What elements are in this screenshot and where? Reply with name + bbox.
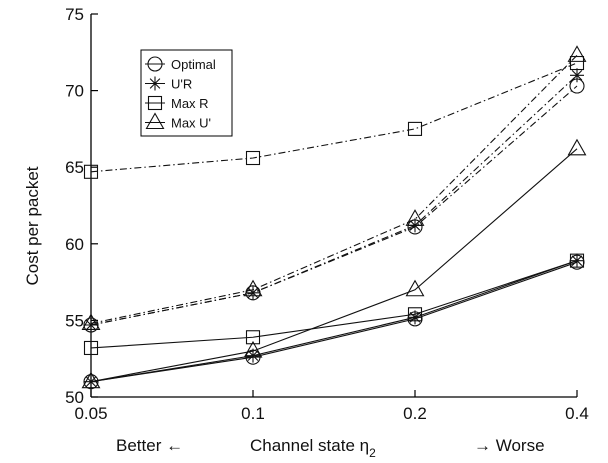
- data-point: [84, 317, 98, 332]
- data-point: [246, 348, 260, 363]
- triangle-marker: [243, 279, 263, 297]
- y-axis-label: Cost per packet: [23, 166, 42, 285]
- legend-entry: Optimal: [145, 56, 216, 72]
- square-marker: [83, 164, 99, 179]
- x-axis-label-main: Channel state η: [250, 436, 369, 455]
- x-tick-label: 0.4: [565, 404, 589, 423]
- data-point: [83, 340, 99, 356]
- triangle-marker: [405, 209, 425, 226]
- y-tick-label: 55: [65, 311, 84, 330]
- y-tick-label: 75: [65, 5, 84, 24]
- data-point: [405, 279, 425, 297]
- square-marker: [569, 55, 585, 71]
- circle-marker: [147, 56, 163, 72]
- y-tick-label: 70: [65, 82, 84, 101]
- data-point: [569, 55, 585, 71]
- triangle-marker: [243, 340, 263, 358]
- asterisk-marker: [408, 310, 422, 325]
- x-axis-hint-left: Better ←: [116, 436, 183, 455]
- legend-label: U'R: [171, 77, 192, 92]
- legend-label: Max R: [171, 96, 209, 111]
- series-line: [90, 260, 578, 383]
- square-marker: [407, 121, 423, 136]
- square-marker: [83, 340, 99, 356]
- square-marker: [569, 253, 585, 268]
- triangle-marker: [405, 279, 425, 297]
- series-6: [83, 55, 585, 179]
- x-axis-hint-right: → Worse: [474, 436, 545, 455]
- x-axis-label: Channel state η2: [250, 436, 376, 460]
- y-tick-label: 50: [65, 388, 84, 407]
- data-point: [243, 340, 263, 358]
- data-point: [81, 371, 101, 389]
- asterisk-marker: [570, 68, 584, 83]
- square-marker: [245, 150, 261, 166]
- data-point: [407, 121, 423, 136]
- chart-legend: Optimal U'R Max R Max U': [140, 49, 233, 137]
- triangle-marker: [567, 45, 587, 62]
- x-axis-label-subscript: 2: [369, 446, 376, 460]
- data-point: [570, 68, 584, 83]
- data-point: [407, 307, 423, 322]
- data-point: [243, 279, 263, 297]
- legend-label: Optimal: [171, 57, 216, 72]
- chart-series: [81, 45, 587, 390]
- square-marker: [407, 307, 423, 322]
- asterisk-marker: [148, 76, 162, 91]
- series-line: [90, 148, 578, 383]
- data-point: [405, 209, 425, 226]
- series-7: [81, 45, 587, 331]
- x-tick-label: 0.1: [241, 404, 265, 423]
- legend-marker: [147, 95, 163, 111]
- asterisk-marker: [246, 348, 260, 363]
- series-2: [83, 253, 585, 356]
- series-3: [81, 138, 587, 389]
- triangle-marker: [81, 371, 101, 389]
- square-marker: [147, 95, 163, 111]
- series-line: [90, 74, 578, 326]
- y-tick-label: 65: [65, 158, 84, 177]
- legend-entry: Max R: [145, 95, 209, 111]
- data-point: [245, 150, 261, 166]
- data-point: [569, 253, 585, 268]
- triangle-marker: [145, 112, 165, 130]
- legend-entry: Max U': [145, 112, 211, 131]
- legend-marker: [147, 56, 163, 72]
- x-tick-label: 0.05: [74, 404, 107, 423]
- asterisk-marker: [84, 317, 98, 332]
- x-tick-label: 0.2: [403, 404, 427, 423]
- data-point: [567, 45, 587, 62]
- data-point: [567, 138, 587, 156]
- y-tick-label: 60: [65, 235, 84, 254]
- legend-marker: [148, 76, 162, 91]
- series-5: [84, 68, 584, 332]
- series-line: [90, 54, 578, 325]
- legend-entry: U'R: [145, 76, 192, 92]
- series-line: [90, 260, 578, 349]
- data-point: [246, 285, 260, 300]
- data-point: [408, 310, 422, 325]
- chart-axes: 50 55 60 65 70 75 0.05 0.1 0.2 0.4: [65, 5, 589, 423]
- data-point: [81, 313, 101, 331]
- triangle-marker: [567, 138, 587, 156]
- legend-marker: [145, 112, 165, 130]
- data-point: [83, 164, 99, 179]
- triangle-marker: [81, 313, 101, 331]
- square-marker: [245, 330, 261, 345]
- data-point: [245, 330, 261, 345]
- legend-label: Max U': [171, 116, 211, 131]
- chart-axis-labels: Cost per packet Better ← Channel state η…: [23, 166, 545, 460]
- asterisk-marker: [246, 285, 260, 300]
- series-line: [90, 261, 578, 383]
